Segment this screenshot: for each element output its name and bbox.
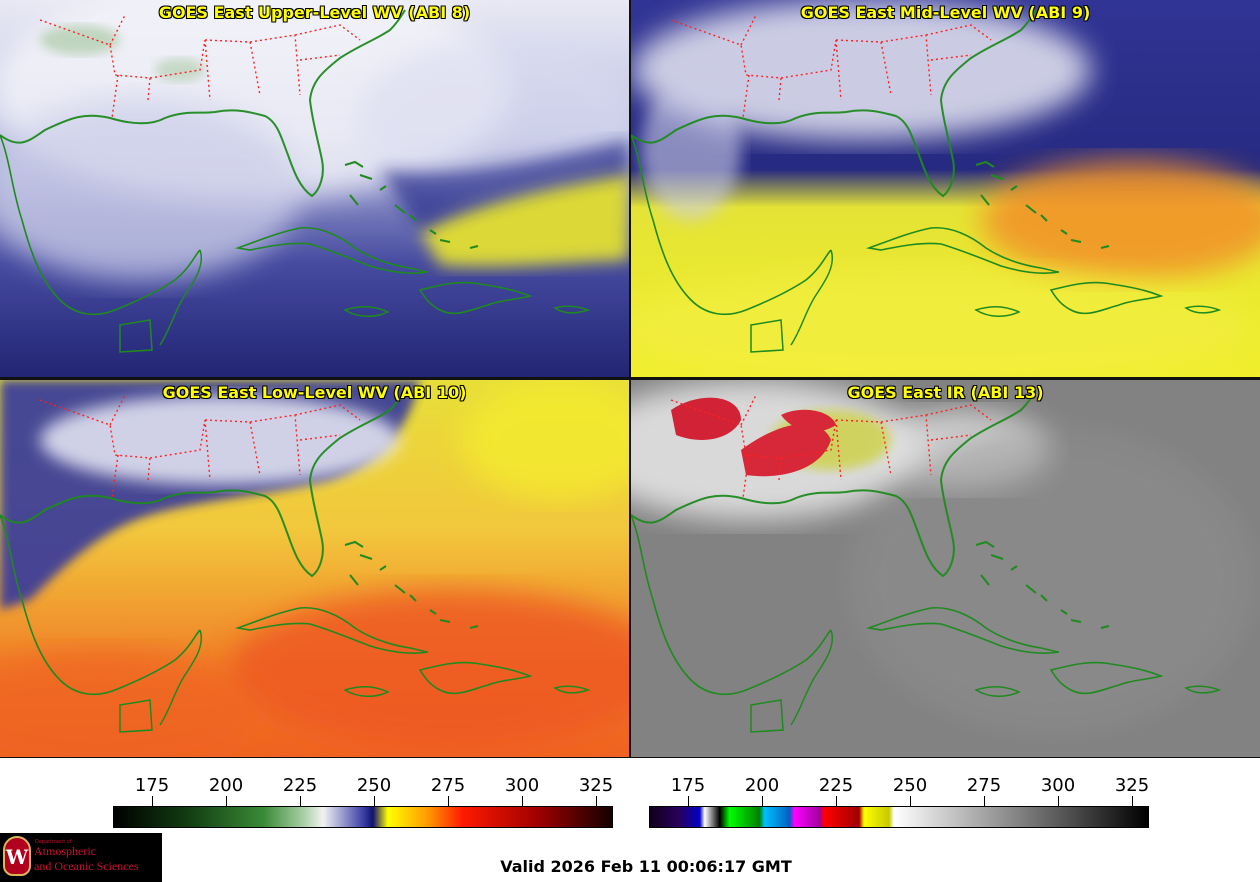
colorbar-wv-tick-label: 175	[134, 775, 170, 796]
colorbar-ir	[649, 806, 1149, 828]
colorbar-wv-tick	[522, 796, 523, 806]
colorbar-wv-tick-label: 250	[356, 775, 392, 796]
colorbar-ir-tick-label: 175	[670, 775, 706, 796]
panel-title-upper: GOES East Upper-Level WV (ABI 8)	[158, 3, 471, 22]
panel-divider-horizontal	[0, 377, 1260, 380]
panel-ir: GOES East IR (ABI 13)	[631, 380, 1260, 757]
colorbar-wv	[113, 806, 613, 828]
colorbar-wv-tick-label: 225	[282, 775, 318, 796]
colorbar-ir-tick	[1058, 796, 1059, 806]
colorbar-wv-tick	[300, 796, 301, 806]
logo-line-3: and Oceanic Sciences	[34, 859, 139, 873]
panel-title-low: GOES East Low-Level WV (ABI 10)	[162, 383, 467, 402]
colorbar-ir-tick	[1132, 796, 1133, 806]
logo-line-2: Atmospheric	[34, 844, 96, 858]
colorbar-wv-tick	[596, 796, 597, 806]
colorbar-ir-tick	[910, 796, 911, 806]
colorbar-wv-tick	[152, 796, 153, 806]
uw-seal-icon: W	[3, 836, 31, 876]
aos-logo: W Department of Atmospheric and Oceanic …	[0, 833, 162, 882]
colorbar-ir-tick-label: 225	[818, 775, 854, 796]
panel-mid-level-wv: GOES East Mid-Level WV (ABI 9)	[631, 0, 1260, 377]
colorbar-ir-tick	[688, 796, 689, 806]
colorbar-ir-tick	[762, 796, 763, 806]
colorbar-wv-tick-label: 325	[578, 775, 614, 796]
colorbar-wv-tick	[374, 796, 375, 806]
colorbar-ir-tick-label: 275	[966, 775, 1002, 796]
colorbar-wv-tick-label: 200	[208, 775, 244, 796]
colorbar-ir-tick	[984, 796, 985, 806]
panel-bottom-edge	[0, 757, 1260, 758]
valid-time: Valid 2026 Feb 11 00:06:17 GMT	[500, 857, 792, 876]
colorbar-ir-tick-label: 325	[1114, 775, 1150, 796]
colorbar-ir-tick	[836, 796, 837, 806]
colorbar-ir-tick-label: 200	[744, 775, 780, 796]
panel-upper-level-wv: GOES East Upper-Level WV (ABI 8)	[0, 0, 629, 377]
colorbar-wv-tick-label: 275	[430, 775, 466, 796]
panel-title-mid: GOES East Mid-Level WV (ABI 9)	[800, 3, 1091, 22]
mid-level-wv-image	[631, 0, 1260, 377]
colorbar-ir-tick-label: 300	[1040, 775, 1076, 796]
low-level-wv-image	[0, 380, 629, 757]
colorbar-ir-tick-label: 250	[892, 775, 928, 796]
panel-title-ir: GOES East IR (ABI 13)	[847, 383, 1044, 402]
logo-line-1: Department of	[35, 839, 72, 845]
colorbar-wv-tick	[448, 796, 449, 806]
panel-low-level-wv: GOES East Low-Level WV (ABI 10)	[0, 380, 629, 757]
ir-image	[631, 380, 1260, 757]
colorbar-wv-tick	[226, 796, 227, 806]
upper-level-wv-image	[0, 0, 629, 377]
colorbar-wv-tick-label: 300	[504, 775, 540, 796]
